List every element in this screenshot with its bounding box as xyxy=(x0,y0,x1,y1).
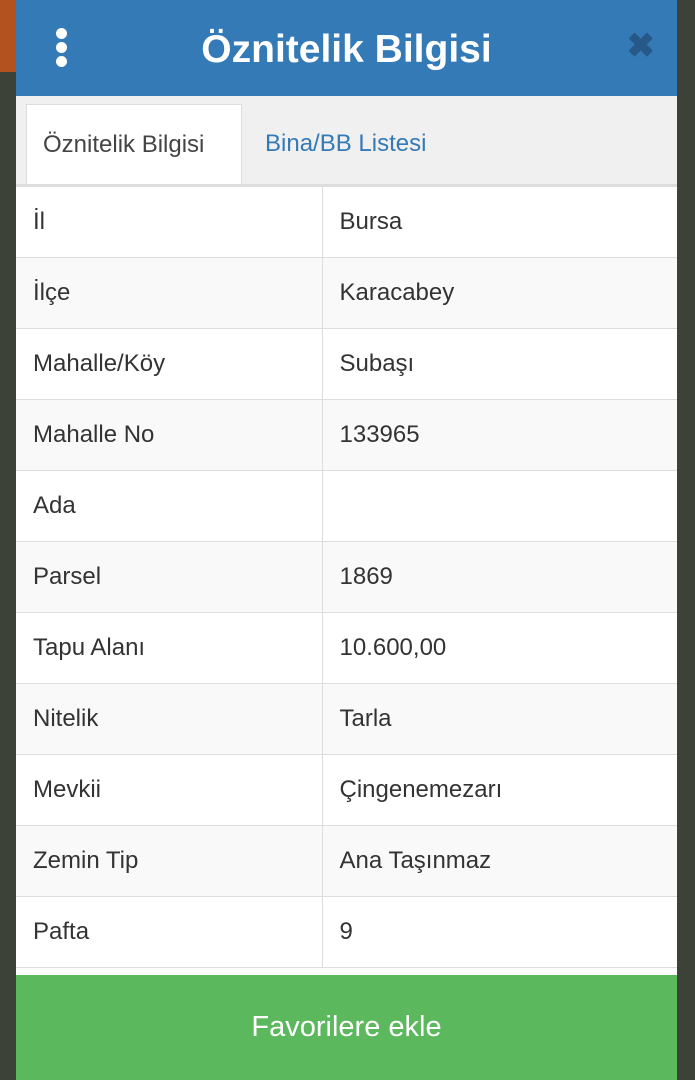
vertical-dots-icon[interactable] xyxy=(56,28,70,70)
attribute-value: Ana Taşınmaz xyxy=(321,825,677,897)
attribute-value: Tarla xyxy=(321,683,677,755)
attribute-value: 9 xyxy=(321,896,677,968)
attribute-value: 133965 xyxy=(321,399,677,471)
table-row: Mevkii Çingenemezarı xyxy=(16,754,677,826)
tab-bina-bb-listesi[interactable]: Bina/BB Listesi xyxy=(265,130,427,157)
attribute-label: Mevkii xyxy=(16,754,323,826)
attribute-label: Tapu Alanı xyxy=(16,612,323,684)
table-row: Tapu Alanı 10.600,00 xyxy=(16,612,677,684)
attribute-label: Parsel xyxy=(16,541,323,613)
tab-bar: Öznitelik Bilgisi Bina/BB Listesi xyxy=(16,96,677,186)
attribute-dialog: Öznitelik Bilgisi ✖ Öznitelik Bilgisi Bi… xyxy=(16,0,677,1080)
table-row: İl Bursa xyxy=(16,186,677,258)
attribute-table: İl Bursa İlçe Karacabey Mahalle/Köy Subaşı Mah… xyxy=(16,186,677,968)
table-row: Ada xyxy=(16,470,677,542)
table-row: Zemin Tip Ana Taşınmaz xyxy=(16,825,677,897)
table-row: Pafta 9 xyxy=(16,896,677,968)
attribute-label: Mahalle/Köy xyxy=(16,328,323,400)
attribute-label: İlçe xyxy=(16,257,323,329)
attribute-value: Karacabey xyxy=(321,257,677,329)
close-icon[interactable]: ✖ xyxy=(626,27,656,65)
attribute-label: Zemin Tip xyxy=(16,825,323,897)
attribute-value: 1869 xyxy=(321,541,677,613)
table-row: Mahalle No 133965 xyxy=(16,399,677,471)
attribute-label: Mahalle No xyxy=(16,399,323,471)
table-row: Mahalle/Köy Subaşı xyxy=(16,328,677,400)
add-to-favorites-button[interactable]: Favorilere ekle xyxy=(16,975,677,1080)
table-row: Parsel 1869 xyxy=(16,541,677,613)
attribute-value: Bursa xyxy=(321,186,677,258)
attribute-value xyxy=(321,470,677,542)
attribute-value: Çingenemezarı xyxy=(321,754,677,826)
attribute-label: Ada xyxy=(16,470,323,542)
attribute-label: İl xyxy=(16,186,323,258)
attribute-value: Subaşı xyxy=(321,328,677,400)
table-row: Nitelik Tarla xyxy=(16,683,677,755)
tab-oznitelik-bilgisi[interactable]: Öznitelik Bilgisi xyxy=(26,104,242,184)
dialog-header: Öznitelik Bilgisi ✖ xyxy=(16,0,677,96)
map-background xyxy=(0,0,16,72)
attribute-label: Pafta xyxy=(16,896,323,968)
attribute-label: Nitelik xyxy=(16,683,323,755)
dialog-title: Öznitelik Bilgisi xyxy=(201,28,492,71)
attribute-value: 10.600,00 xyxy=(321,612,677,684)
table-row: İlçe Karacabey xyxy=(16,257,677,329)
